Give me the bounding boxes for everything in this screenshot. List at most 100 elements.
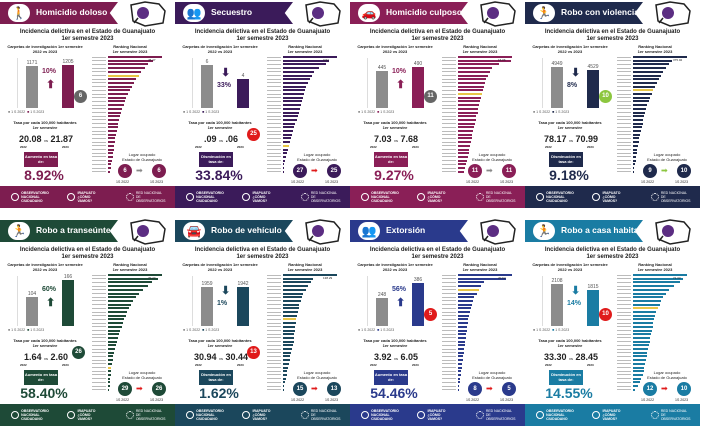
ranking-row [617, 159, 689, 162]
ranking-bar [283, 388, 284, 391]
ranking-row [267, 314, 339, 317]
ranking-row [617, 274, 689, 276]
ranking-bar [633, 307, 658, 310]
ranking-bar [633, 107, 647, 110]
state-label [92, 278, 106, 280]
value-2022: 1171 [26, 60, 38, 67]
ranking-top-value: 138.29 [323, 276, 333, 280]
ranking-bar [108, 288, 144, 291]
state-label [92, 296, 106, 298]
carpetas-label: Carpetas de investigación 1er semestre 20… [177, 44, 263, 54]
ranking-row [617, 355, 689, 358]
ranking-bar [633, 292, 667, 295]
state-label [442, 326, 456, 328]
ranking-row [617, 122, 689, 125]
state-label [442, 130, 456, 132]
ranking-bar [458, 281, 484, 284]
state-label [92, 293, 106, 294]
ranking-row [617, 100, 689, 103]
red-nacional-logo: RED NACIONAL DE OBSERVATORIOS [650, 409, 691, 421]
lugar-2022-circle: 9 [643, 164, 657, 178]
ranking-row [442, 355, 514, 358]
ranking-row [617, 96, 689, 99]
burglar-icon: 🏃 [533, 222, 555, 240]
ranking-bar [458, 89, 483, 92]
ranking-bar [108, 70, 142, 73]
ranking-bar [108, 307, 130, 310]
legend-2023: 1 S 2023 [555, 328, 570, 332]
state-label [92, 123, 106, 125]
title-banner: 🚶 Homicidio doloso [0, 2, 118, 24]
ranking-bar [458, 63, 500, 66]
lugar-sub: Estado de Guanajuato [122, 157, 162, 162]
ranking-bar [283, 314, 298, 317]
rate-2022: 20.08 [18, 134, 42, 144]
bar-2023 [412, 67, 424, 108]
state-label [442, 330, 456, 331]
ranking-bar [283, 277, 313, 280]
red-nacional-logo: RED NACIONAL DE OBSERVATORIOS [125, 409, 166, 421]
rate-change-label: Aumento en tasa de: [24, 370, 58, 385]
state-label [267, 296, 281, 298]
ranking-label: Ranking Nacional 1er semestre 2023 [445, 262, 515, 272]
state-label [442, 278, 456, 280]
ranking-row [617, 133, 689, 136]
state-label [442, 274, 456, 276]
ranking-row [617, 303, 689, 306]
state-label [442, 149, 456, 150]
carpetas-label: Carpetas de investigación 1er semestre 20… [177, 262, 263, 272]
carpetas-sub: 2022 vs 2023 [557, 267, 583, 272]
year-2023: 2023 [237, 363, 244, 367]
ranking-title: Ranking Nacional [288, 44, 322, 49]
ranking-row [442, 340, 514, 343]
state-label [617, 293, 631, 294]
ranking-row [92, 170, 164, 173]
state-label [442, 348, 456, 350]
ranking-row [267, 107, 339, 110]
carpetas-sub: 2022 vs 2023 [32, 267, 58, 272]
ranking-row [92, 81, 164, 84]
state-label [92, 381, 106, 383]
ranking-row [442, 314, 514, 317]
bar-2023 [62, 279, 74, 326]
ranking-bar [458, 81, 485, 84]
lugar-title: Lugar ocupado [303, 370, 331, 375]
ranking-row [267, 366, 339, 369]
state-label [617, 337, 631, 339]
state-label [442, 97, 456, 99]
observatorio-logo [130, 219, 166, 245]
ranking-row [92, 344, 164, 347]
state-label [267, 115, 281, 117]
rates: 78.17 vs 70.99 [529, 134, 613, 144]
state-label [617, 385, 631, 387]
ranking-row [617, 340, 689, 343]
lugar-2022-label: 1S 2022 [641, 180, 655, 184]
ranking-row [92, 311, 164, 313]
state-label [267, 119, 281, 121]
state-label [617, 333, 631, 335]
ranking-bar [108, 137, 116, 140]
state-label [92, 152, 106, 154]
state-label [442, 108, 456, 110]
ranking-row [442, 89, 514, 92]
ranking-row [442, 288, 514, 291]
ranking-row [442, 377, 514, 380]
arrow-up-icon: ⬆ [396, 297, 406, 309]
rate-change-label: Disminución en tasa de: [549, 152, 583, 167]
state-label [617, 363, 631, 365]
panel-robo-a-casa-habitación: 🏃 Robo a casa habitación Incidencia deli… [525, 218, 700, 436]
state-label [617, 100, 631, 102]
ranking-bar [283, 118, 297, 121]
legend-2022: 1 S 2022 [536, 110, 551, 114]
ranking-bar [108, 104, 124, 107]
ranking-sub: 1er semestre 2023 [287, 49, 323, 54]
red-nacional-logo: RED NACIONAL DE OBSERVATORIOS [650, 191, 691, 203]
ranking-bar [458, 74, 488, 77]
state-label [267, 160, 281, 162]
state-label [267, 171, 281, 173]
ranking-row [442, 133, 514, 136]
ranking-row [617, 311, 689, 313]
state-label [442, 163, 456, 165]
ranking-row [267, 170, 339, 173]
title-banner: 🏃 Robo a casa habitación [525, 220, 643, 242]
